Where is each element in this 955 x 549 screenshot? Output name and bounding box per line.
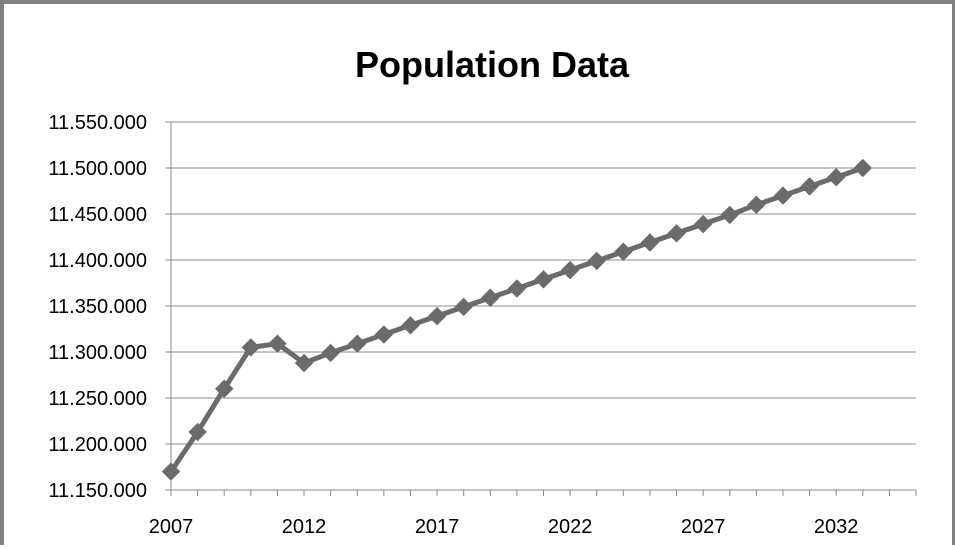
data-point-marker	[773, 186, 793, 205]
data-point-marker	[294, 353, 314, 373]
data-markers	[161, 158, 872, 481]
y-tick-label: 11.350.000	[48, 296, 147, 318]
y-tick-label: 11.550.000	[48, 112, 147, 134]
data-point-marker	[534, 270, 553, 289]
data-point-marker	[614, 242, 633, 261]
data-point-marker	[720, 205, 739, 225]
x-tick-label: 2027	[681, 516, 726, 538]
x-tick-label: 2017	[415, 516, 460, 538]
data-point-marker	[454, 297, 473, 317]
data-point-marker	[188, 422, 207, 442]
y-tick-label: 11.400.000	[48, 250, 147, 272]
data-point-marker	[241, 338, 261, 357]
y-tick-label: 11.300.000	[48, 342, 147, 364]
data-point-marker	[747, 195, 766, 215]
data-point-marker	[321, 343, 340, 363]
y-tick-label: 11.200.000	[48, 434, 147, 456]
data-point-marker	[481, 288, 500, 307]
x-tick-label: 2032	[814, 516, 859, 538]
y-tick-label: 11.450.000	[48, 204, 147, 226]
data-point-marker	[215, 379, 234, 399]
data-point-marker	[374, 325, 394, 344]
gridlines	[171, 121, 916, 445]
data-point-marker	[640, 233, 660, 252]
x-axis-tick-labels: 2007 2012 2017 2022 2027 2032	[149, 516, 859, 538]
data-point-marker	[348, 334, 367, 353]
data-point-marker	[268, 334, 287, 353]
y-axis-tick-labels: 11.150.000 11.200.000 11.250.000 11.300.000…	[48, 112, 147, 502]
data-point-marker	[853, 158, 872, 178]
data-point-marker	[826, 167, 846, 187]
data-point-marker	[587, 251, 606, 271]
chart-title: Population Data	[355, 44, 630, 85]
data-point-marker	[693, 214, 713, 234]
y-tick-label: 11.150.000	[48, 480, 147, 502]
x-tick-label: 2022	[548, 516, 593, 538]
data-point-marker	[507, 279, 527, 298]
data-point-marker	[667, 224, 686, 243]
data-point-marker	[161, 462, 181, 481]
x-tick-label: 2012	[282, 516, 327, 538]
data-point-marker	[401, 316, 420, 335]
data-point-marker	[427, 306, 447, 326]
line-chart: Population Data 11.150.000 11.200.000 11.2…	[48, 44, 917, 538]
y-tick-label: 11.250.000	[48, 388, 147, 410]
x-tick-label: 2007	[149, 516, 194, 538]
data-point-marker	[800, 177, 819, 196]
y-tick-label: 11.500.000	[48, 158, 147, 180]
axes	[165, 121, 917, 496]
data-point-marker	[560, 260, 580, 280]
